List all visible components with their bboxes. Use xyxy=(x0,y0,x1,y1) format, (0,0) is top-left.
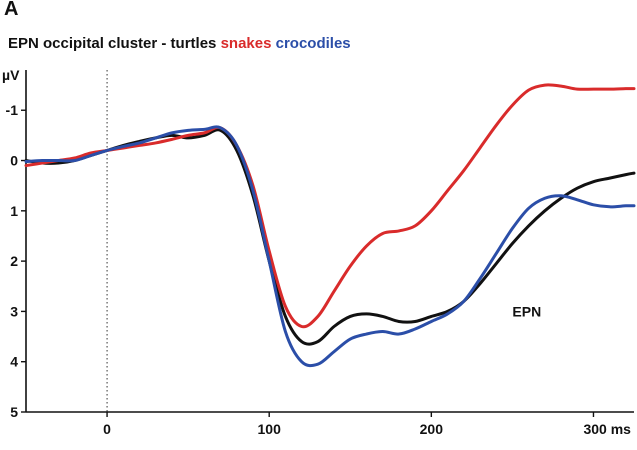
series-layer xyxy=(24,83,636,368)
series-line-turtles xyxy=(24,128,636,346)
series-line-snakes xyxy=(24,83,636,329)
axes-layer xyxy=(21,70,634,417)
panel-label: A xyxy=(4,0,19,20)
y-tick-label: 1 xyxy=(10,203,18,219)
y-tick-label: 3 xyxy=(10,303,18,319)
x-tick-label: 300 ms xyxy=(583,421,631,437)
chart-title-series-snakes: snakes xyxy=(220,35,272,52)
y-tick-label: 4 xyxy=(10,354,18,370)
x-tick-label: 100 xyxy=(258,421,282,437)
epn-annotation: EPN xyxy=(512,303,541,319)
y-axis-unit-label: µV xyxy=(2,67,20,83)
y-tick-label: -1 xyxy=(6,102,19,118)
x-tick-label: 200 xyxy=(420,421,444,437)
y-tick-label: 2 xyxy=(10,253,18,269)
y-tick-label: 0 xyxy=(10,153,18,169)
x-tick-label: 0 xyxy=(103,421,111,437)
chart-title-main: EPN occipital cluster - turtles xyxy=(8,35,217,52)
chart-title: EPN occipital cluster - turtles snakes c… xyxy=(8,35,351,52)
label-layer: -1 0 1 2 3 4 5 µV 0 100 200 300 ms EPN xyxy=(2,67,631,437)
series-line-crocodiles xyxy=(24,125,636,368)
chart-title-series-crocodiles: crocodiles xyxy=(275,35,351,52)
y-tick-label: 5 xyxy=(10,404,18,420)
